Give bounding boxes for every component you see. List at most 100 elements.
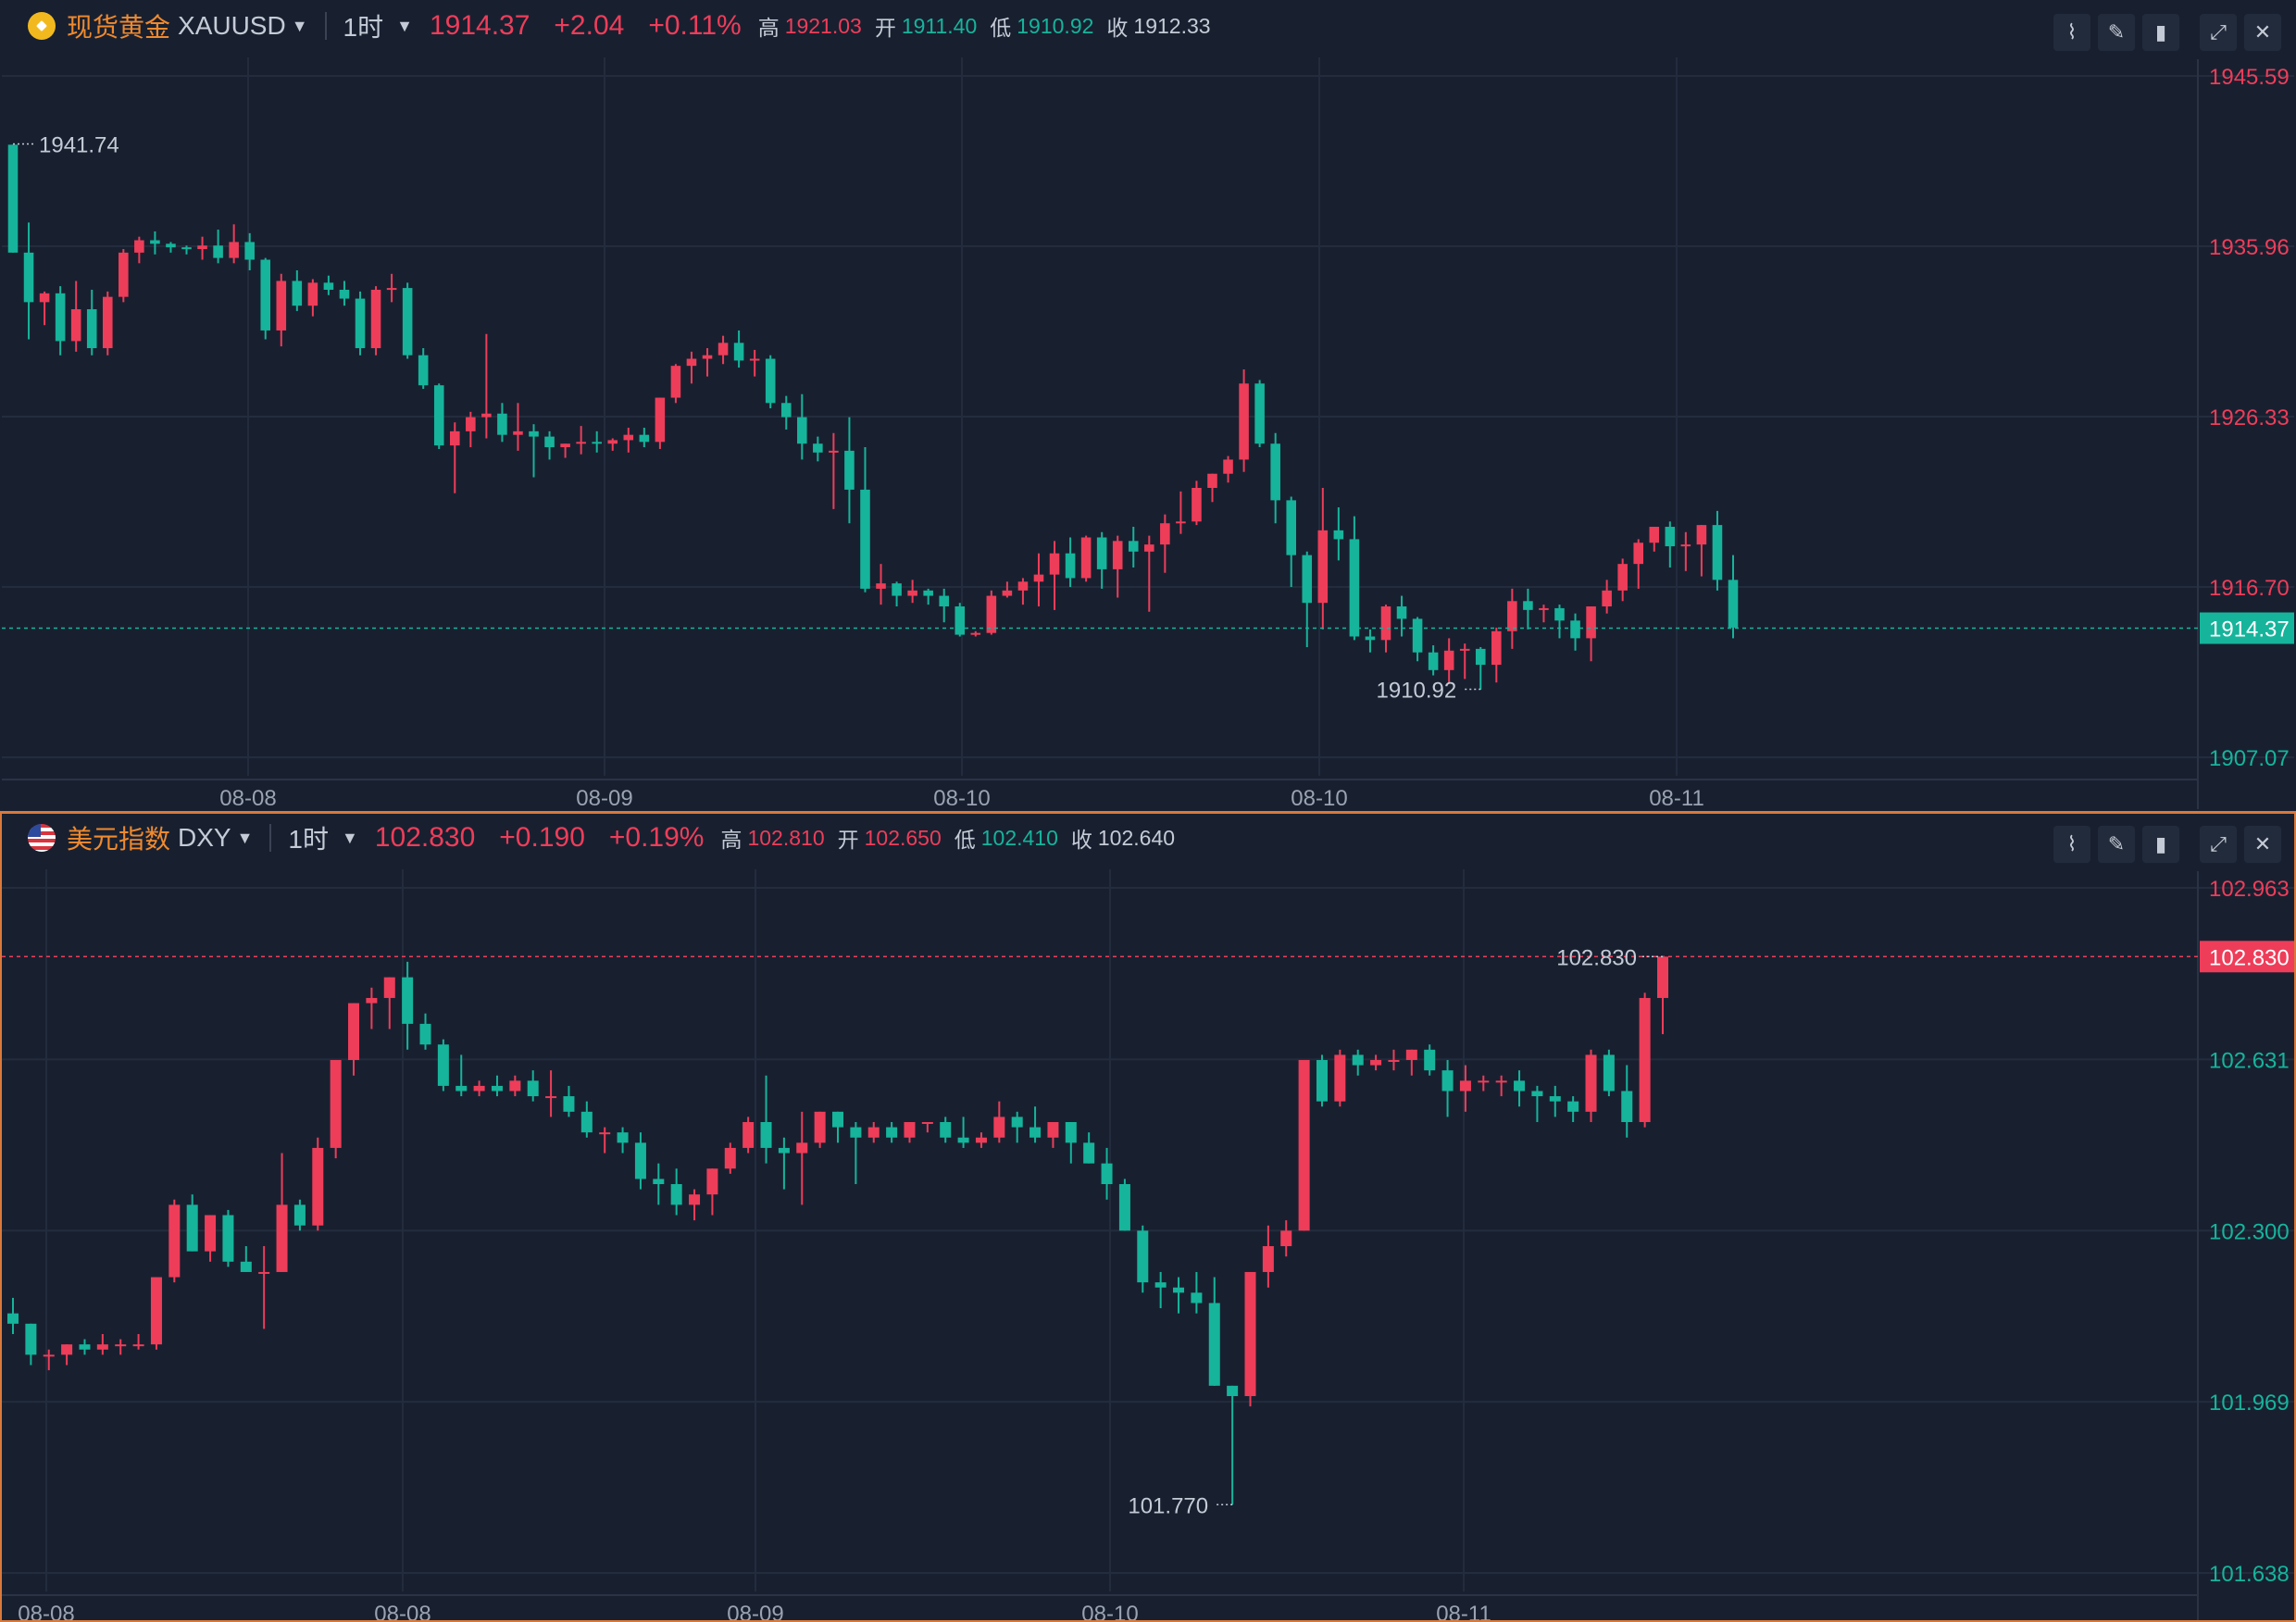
candle bbox=[921, 1121, 933, 1133]
candle bbox=[497, 403, 507, 443]
candle-body bbox=[1352, 1054, 1364, 1066]
timeframe-dropdown-icon[interactable]: ▼ bbox=[396, 16, 413, 35]
candle-body bbox=[1365, 636, 1376, 641]
candle bbox=[1191, 1271, 1203, 1314]
candle-body bbox=[1033, 574, 1044, 582]
candle-body bbox=[904, 1121, 916, 1138]
candle bbox=[1118, 1179, 1130, 1231]
candle-body bbox=[1065, 553, 1076, 579]
expand-icon[interactable]: ⤢ bbox=[2200, 14, 2237, 51]
candle bbox=[1656, 956, 1669, 1035]
candle bbox=[718, 335, 729, 365]
dxy-header: 美元指数 DXY ▼ 1时 ▼ 102.830 +0.190 +0.19% 高 … bbox=[2, 814, 2294, 862]
candle bbox=[686, 351, 697, 384]
gold-close-label: 收 bbox=[1106, 16, 1129, 40]
candle-body bbox=[132, 1344, 144, 1347]
candle bbox=[560, 443, 570, 458]
draw-icon[interactable]: ✎ bbox=[2098, 14, 2135, 51]
symbol-dropdown-icon[interactable]: ▼ bbox=[236, 828, 254, 847]
candle bbox=[276, 273, 287, 347]
dxy-symbol-code[interactable]: DXY bbox=[178, 823, 231, 852]
indicator-icon[interactable]: ⌇ bbox=[2053, 14, 2090, 51]
candle bbox=[1639, 992, 1651, 1128]
candle-body bbox=[1514, 1080, 1526, 1092]
candle-body bbox=[181, 247, 192, 250]
candle-body bbox=[639, 434, 650, 443]
candle-body bbox=[1495, 1080, 1507, 1083]
candle bbox=[1478, 1075, 1490, 1092]
candle-type-icon[interactable]: ▮ bbox=[2142, 826, 2179, 863]
dxy-candlestick-chart[interactable]: 102.963 102.631 102.300 101.969 101.638 08-08… bbox=[2, 814, 2294, 1620]
candle-body bbox=[527, 1080, 539, 1097]
candle-body bbox=[1223, 459, 1233, 474]
candle-body bbox=[993, 1117, 1005, 1138]
gold-timeframe-select[interactable]: 1时 bbox=[343, 13, 384, 42]
candle bbox=[1523, 588, 1533, 630]
candle bbox=[55, 286, 66, 356]
close-icon[interactable]: ✕ bbox=[2244, 826, 2281, 863]
symbol-dropdown-icon[interactable]: ▼ bbox=[291, 16, 308, 35]
candle-body bbox=[1207, 473, 1217, 489]
draw-icon[interactable]: ✎ bbox=[2098, 826, 2135, 863]
candle-body bbox=[1567, 1101, 1579, 1112]
candle bbox=[1017, 578, 1029, 605]
candle bbox=[1570, 613, 1580, 651]
gold-candlestick-chart[interactable]: 1945.59 1935.96 1926.33 1916.70 1907.07 08-08… bbox=[2, 2, 2294, 809]
candle bbox=[1396, 595, 1407, 637]
candle bbox=[258, 1246, 270, 1329]
x-axis-tick-label: 08-09 bbox=[727, 1602, 783, 1620]
candle-body bbox=[1191, 1292, 1203, 1304]
candle-body bbox=[718, 343, 729, 356]
candle-body bbox=[670, 366, 681, 398]
candle bbox=[1173, 1277, 1185, 1314]
candle-body bbox=[433, 385, 444, 446]
candle-body bbox=[1424, 1049, 1436, 1071]
timeframe-dropdown-icon[interactable]: ▼ bbox=[342, 828, 358, 847]
candle-body bbox=[150, 240, 160, 244]
candle bbox=[742, 1117, 755, 1154]
candle-type-icon[interactable]: ▮ bbox=[2142, 14, 2179, 51]
y-axis-tick-label: 102.631 bbox=[2209, 1048, 2290, 1073]
dxy-timeframe-select[interactable]: 1时 bbox=[288, 825, 329, 854]
candle bbox=[970, 630, 981, 637]
candle-body bbox=[330, 1059, 342, 1148]
candle bbox=[307, 279, 318, 317]
gold-symbol-name[interactable]: 现货黄金 bbox=[67, 13, 171, 42]
candle bbox=[1065, 1121, 1077, 1164]
dxy-low-label: 低 bbox=[954, 828, 976, 852]
candle-body bbox=[6, 1313, 19, 1324]
candle bbox=[886, 1121, 898, 1143]
candle-body bbox=[876, 583, 886, 589]
dxy-symbol-name[interactable]: 美元指数 bbox=[67, 825, 171, 854]
candle-body bbox=[258, 1271, 270, 1274]
candle-body bbox=[1665, 527, 1676, 547]
candle-body bbox=[102, 296, 113, 349]
candle bbox=[765, 355, 776, 409]
candle bbox=[544, 430, 555, 460]
candle bbox=[1405, 1049, 1417, 1076]
candle-body bbox=[529, 430, 539, 437]
candle-body bbox=[383, 977, 395, 998]
candle bbox=[402, 961, 414, 1050]
candle bbox=[1514, 1070, 1526, 1107]
candle-body bbox=[1349, 539, 1360, 637]
candle-body bbox=[1475, 648, 1486, 666]
candle-body bbox=[1396, 606, 1407, 619]
candle-body bbox=[1388, 1059, 1400, 1062]
candle-body bbox=[1656, 956, 1669, 998]
candle bbox=[706, 1168, 718, 1216]
gold-high-label: 高 bbox=[757, 16, 780, 40]
candle-body bbox=[402, 288, 413, 356]
indicator-icon[interactable]: ⌇ bbox=[2053, 826, 2090, 863]
gold-symbol-code[interactable]: XAUUSD bbox=[178, 11, 286, 40]
candle bbox=[1128, 527, 1139, 568]
candle-body bbox=[867, 1127, 880, 1138]
close-icon[interactable]: ✕ bbox=[2244, 14, 2281, 51]
candle-body bbox=[222, 1215, 234, 1262]
candle-body bbox=[1065, 1121, 1077, 1143]
candle bbox=[1227, 1385, 1239, 1505]
candle-body bbox=[1680, 544, 1691, 547]
expand-icon[interactable]: ⤢ bbox=[2200, 826, 2237, 863]
candle bbox=[1633, 539, 1644, 589]
candle-body bbox=[1649, 527, 1660, 543]
